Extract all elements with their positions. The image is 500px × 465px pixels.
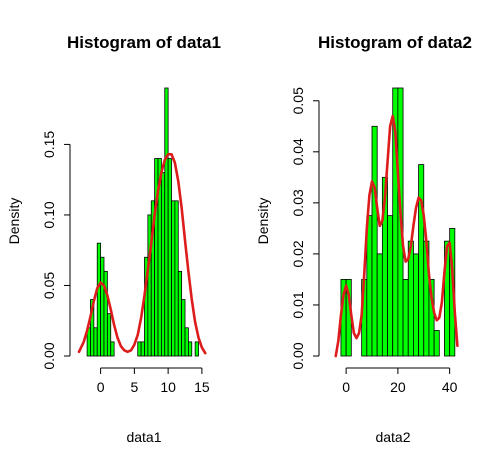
y-tick-label: 0.00	[290, 342, 306, 369]
histogram-bar	[167, 158, 172, 357]
histogram-bar	[174, 200, 179, 357]
histogram-bar	[181, 299, 186, 357]
x-axis-label: data1	[126, 429, 161, 445]
histogram-bar	[413, 253, 419, 357]
y-tick-label: 0.04	[290, 138, 306, 165]
density-curve	[77, 152, 207, 355]
histogram-bar	[96, 242, 102, 357]
histogram-bar	[93, 327, 98, 357]
y-axis: 0.00 0.05 0.10 0.15	[41, 131, 71, 370]
x-tick-label: 10	[160, 379, 176, 395]
y-axis-label: Density	[255, 198, 271, 245]
histogram-bar	[137, 341, 142, 357]
x-tick-label: 5	[130, 379, 138, 395]
x-axis: 0 20 40	[342, 367, 458, 395]
y-tick-label: 0.15	[41, 131, 57, 158]
histogram-bar	[194, 341, 199, 357]
y-tick-label: 0.03	[290, 189, 306, 216]
histogram-bar	[103, 270, 108, 357]
histogram-bar	[164, 87, 169, 357]
histogram-bar	[171, 200, 176, 357]
histogram-bar	[387, 215, 394, 357]
histogram-bar	[428, 279, 435, 357]
histogram-panel-data1: Histogram of data1 data1 Density 0 5 10 15 …	[6, 33, 221, 445]
histogram-bar	[106, 313, 112, 357]
histogram-bar	[433, 330, 440, 357]
chart-title: Histogram of data2	[318, 33, 472, 52]
histogram-bar	[371, 125, 378, 357]
density-curve-group	[334, 114, 459, 358]
y-tick-label: 0.05	[41, 272, 57, 299]
histogram-bar	[187, 341, 193, 357]
x-tick-label: 0	[342, 379, 350, 395]
density-curve-group	[77, 152, 207, 355]
x-tick-label: 40	[442, 379, 458, 395]
bars	[340, 87, 456, 357]
histogram-bar	[418, 164, 425, 357]
y-tick-label: 0.05	[290, 87, 306, 114]
histogram-panel-data2: Histogram of data2 data2 Density 0 20 40 0…	[255, 33, 472, 445]
y-axis-label: Density	[6, 198, 22, 245]
x-axis: 0 5 10 15	[97, 367, 210, 395]
histogram-bar	[160, 172, 166, 357]
histogram-bar	[110, 341, 115, 357]
x-tick-label: 15	[194, 379, 210, 395]
histogram-bar	[184, 327, 189, 357]
y-tick-label: 0.02	[290, 240, 306, 267]
y-axis: 0.00 0.01 0.02 0.03 0.04 0.05	[290, 87, 320, 370]
histogram-bar	[100, 256, 105, 357]
histogram-bar	[177, 270, 183, 357]
y-tick-label: 0.00	[41, 342, 57, 369]
bars	[86, 87, 199, 357]
histogram-bar	[140, 341, 145, 357]
density-curve	[334, 114, 459, 358]
x-tick-label: 20	[390, 379, 406, 395]
y-tick-label: 0.10	[41, 201, 57, 228]
histogram-bar	[376, 253, 383, 357]
x-axis-label: data2	[375, 429, 410, 445]
chart-title: Histogram of data1	[67, 33, 221, 52]
x-tick-label: 0	[97, 379, 105, 395]
y-tick-label: 0.01	[290, 291, 306, 318]
histogram-bar	[147, 214, 152, 357]
histogram-bar	[402, 279, 409, 357]
